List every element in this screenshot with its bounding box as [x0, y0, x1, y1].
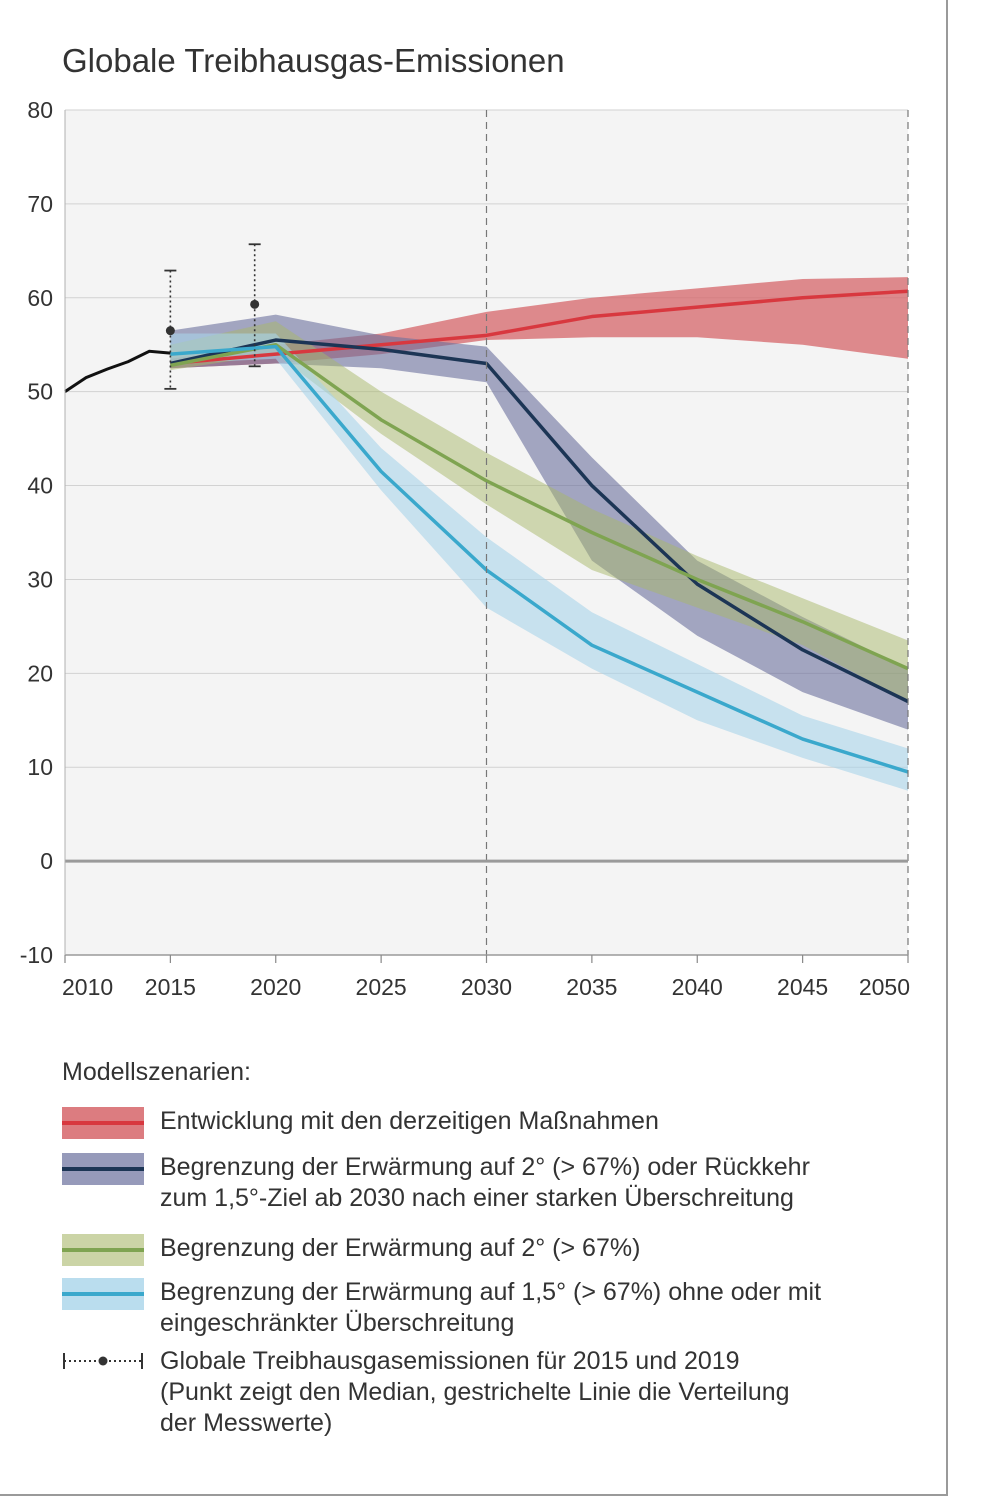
- x-tick-labels: 2010 2015 2020 2025 2030 2035 2040 2045 2050: [62, 974, 910, 1000]
- scenario-band: [170, 333, 908, 791]
- y-tick-label: 80: [27, 97, 53, 123]
- scenario-line: [169, 338, 909, 704]
- x-tick-label: 2050: [859, 974, 910, 1000]
- historical-line: [64, 349, 171, 393]
- y-tick-label: 60: [27, 285, 53, 311]
- axes: [64, 110, 909, 963]
- y-tick-label: 30: [27, 566, 53, 592]
- x-tick-label: 2020: [250, 974, 301, 1000]
- measurement-median-dot: [165, 326, 175, 336]
- legend-swatch-measurement: [63, 1353, 143, 1369]
- scenario-line: [170, 289, 909, 366]
- scenario-band: [170, 321, 908, 702]
- x-tick-label: 2040: [672, 974, 723, 1000]
- legend-swatch-blue: [62, 1278, 144, 1310]
- x-tick-label: 2030: [461, 974, 512, 1000]
- y-tick-label: 20: [27, 660, 53, 686]
- legend-title: Modellszenarien:: [62, 1058, 251, 1086]
- scenario-line: [170, 344, 909, 774]
- measurement-markers: [164, 243, 261, 390]
- y-tick-label: 10: [27, 754, 53, 780]
- y-tick-label: 70: [27, 191, 53, 217]
- x-tick-label: 2015: [145, 974, 196, 1000]
- x-tick-label: 2045: [777, 974, 828, 1000]
- y-tick-label: 40: [27, 473, 53, 499]
- legend-swatch-green: [62, 1234, 144, 1266]
- legend-swatch-red: [62, 1107, 144, 1139]
- legend-label: Begrenzung der Erwärmung auf 2° (> 67%): [160, 1234, 641, 1262]
- figure-frame: [0, 0, 948, 1496]
- y-tick-label: 0: [40, 848, 53, 874]
- legend-label: Begrenzung der Erwärmung auf 1,5° (> 67%…: [160, 1278, 822, 1337]
- legend-label: Entwicklung mit den derzeitigen Maßnahme…: [160, 1107, 659, 1135]
- legend-label: Begrenzung der Erwärmung auf 2° (> 67%) …: [160, 1153, 810, 1212]
- scenario-lines: [64, 289, 909, 774]
- legend-swatch-navy: [62, 1153, 144, 1185]
- y-tick-label: -10: [20, 942, 53, 968]
- x-tick-label: 2010: [62, 974, 113, 1000]
- scenario-line: [170, 342, 909, 671]
- y-tick-label: 50: [27, 379, 53, 405]
- reference-lines: [485, 110, 909, 955]
- legend-label: Globale Treibhausgasemissionen für 2015 …: [160, 1347, 790, 1437]
- x-tick-label: 2025: [356, 974, 407, 1000]
- measurement-median-dot: [250, 299, 260, 309]
- x-tick-label: 2035: [566, 974, 617, 1000]
- scenario-band: [170, 314, 908, 730]
- chart-title: Globale Treibhausgas-Emissionen: [62, 42, 565, 79]
- y-tick-labels: 80 70 60 50 40 30 20 10 0 -10: [20, 97, 53, 968]
